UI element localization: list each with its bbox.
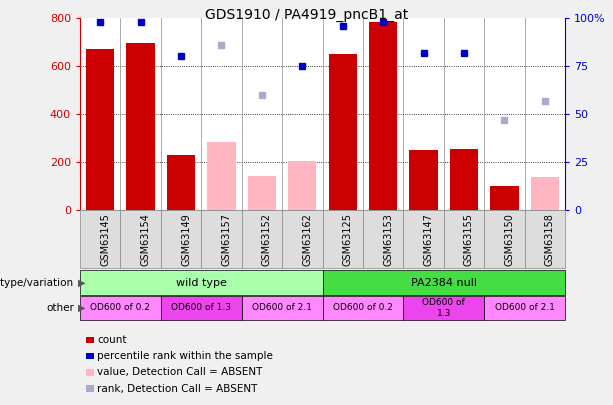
Bar	[288, 161, 316, 210]
Bar	[248, 177, 276, 210]
Text: GSM63153: GSM63153	[383, 213, 393, 266]
Text: GSM63157: GSM63157	[221, 213, 232, 266]
Text: OD600 of 2.1: OD600 of 2.1	[252, 303, 312, 313]
Text: OD600 of 0.2: OD600 of 0.2	[333, 303, 393, 313]
Text: ▶: ▶	[78, 277, 86, 288]
Bar	[126, 43, 154, 210]
Text: ▶: ▶	[78, 303, 86, 313]
Bar	[450, 149, 478, 210]
Text: percentile rank within the sample: percentile rank within the sample	[97, 351, 273, 361]
Bar	[409, 150, 438, 210]
Text: rank, Detection Call = ABSENT: rank, Detection Call = ABSENT	[97, 384, 257, 394]
Text: GSM63152: GSM63152	[262, 213, 272, 266]
Bar	[369, 21, 397, 210]
Text: GSM63150: GSM63150	[504, 213, 514, 266]
Bar	[207, 142, 235, 210]
Text: GSM63154: GSM63154	[140, 213, 151, 266]
Text: GSM63145: GSM63145	[100, 213, 110, 266]
Text: GSM63158: GSM63158	[545, 213, 555, 266]
Bar	[531, 177, 559, 210]
Text: GSM63149: GSM63149	[181, 213, 191, 266]
Text: OD600 of 0.2: OD600 of 0.2	[91, 303, 150, 313]
Text: OD600 of 2.1: OD600 of 2.1	[495, 303, 555, 313]
Text: genotype/variation: genotype/variation	[0, 277, 74, 288]
Text: PA2384 null: PA2384 null	[411, 277, 477, 288]
Text: OD600 of 1.3: OD600 of 1.3	[171, 303, 231, 313]
Text: GSM63147: GSM63147	[424, 213, 433, 266]
Text: GSM63162: GSM63162	[302, 213, 312, 266]
Text: GSM63155: GSM63155	[464, 213, 474, 266]
Bar	[490, 186, 519, 210]
Text: OD600 of
1.3: OD600 of 1.3	[422, 298, 465, 318]
Text: wild type: wild type	[176, 277, 227, 288]
Bar	[329, 55, 357, 210]
Text: GSM63125: GSM63125	[343, 213, 352, 266]
Text: value, Detection Call = ABSENT: value, Detection Call = ABSENT	[97, 367, 262, 377]
Bar	[167, 155, 195, 210]
Bar	[86, 49, 115, 210]
Text: GDS1910 / PA4919_pncB1_at: GDS1910 / PA4919_pncB1_at	[205, 8, 408, 22]
Text: other: other	[46, 303, 74, 313]
Text: count: count	[97, 335, 127, 345]
